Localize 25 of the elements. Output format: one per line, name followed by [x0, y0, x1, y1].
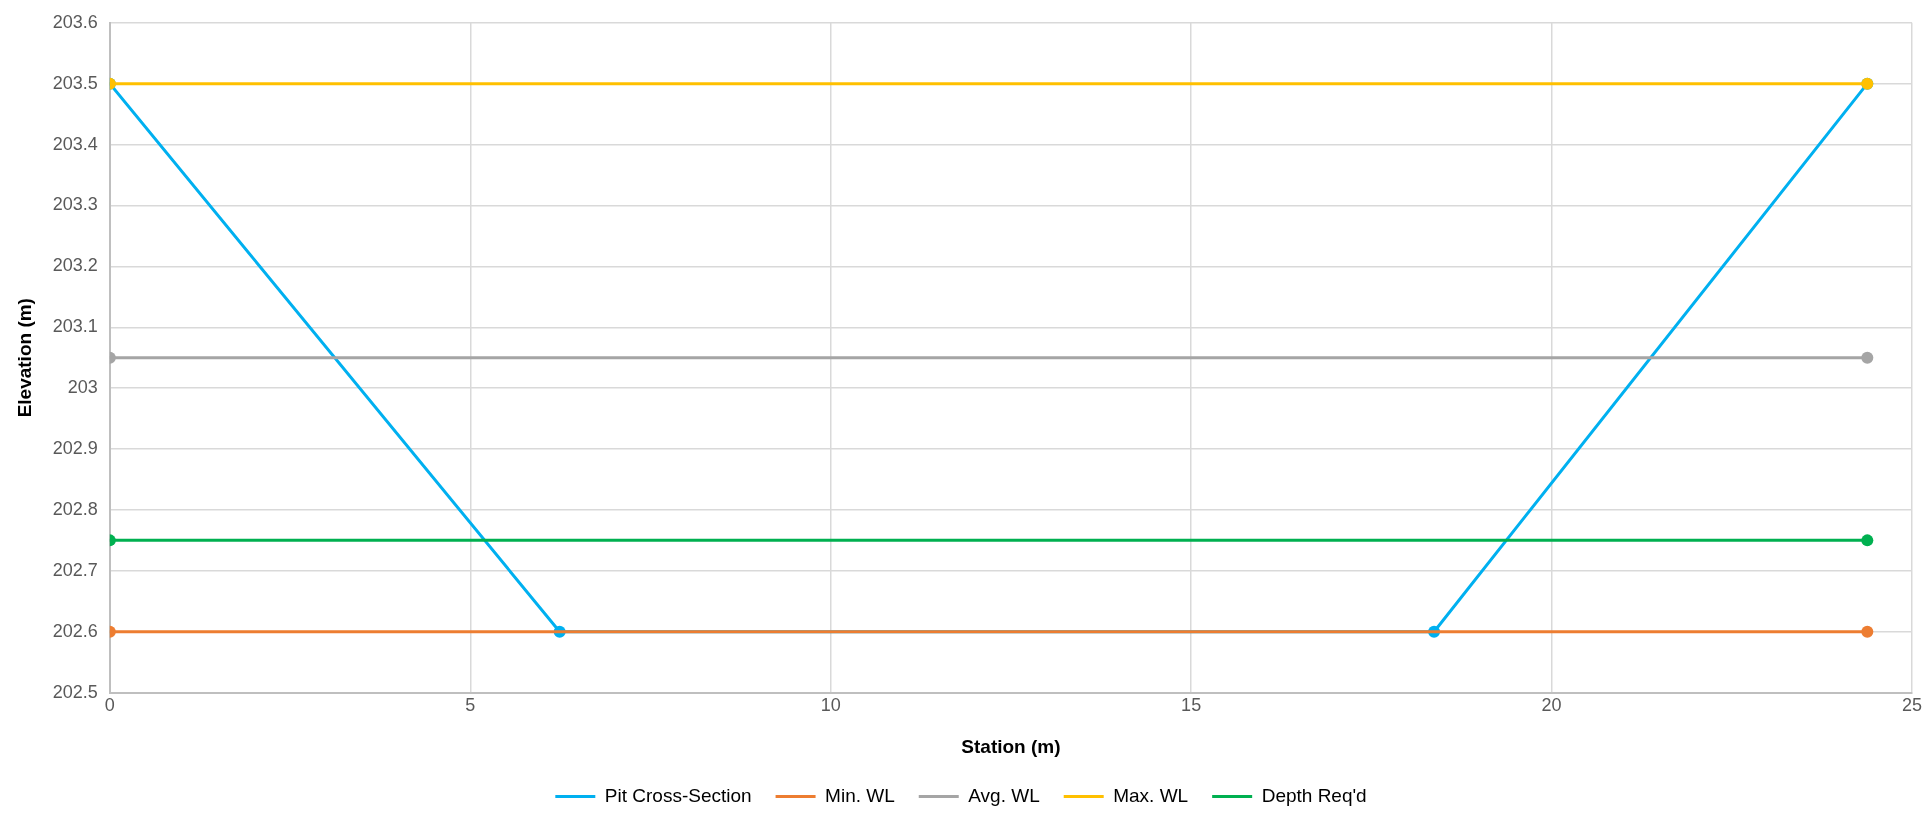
- y-tick-label: 202.5: [52, 681, 98, 702]
- x-tick-label: 0: [104, 695, 115, 716]
- x-tick-label: 15: [1181, 695, 1202, 716]
- legend-label: Pit Cross-Section: [604, 784, 752, 806]
- y-tick-label: 202.9: [52, 438, 98, 459]
- x-axis-title: Station (m): [961, 735, 1061, 757]
- x-tick-label: 5: [465, 695, 476, 716]
- legend-label: Max. WL: [1113, 784, 1189, 806]
- y-tick-label: 203.6: [52, 11, 98, 32]
- y-tick-label: 202.6: [52, 620, 98, 641]
- y-tick-label: 203.2: [52, 255, 98, 276]
- y-tick-label: 203: [67, 377, 98, 398]
- y-axis-title: Elevation (m): [13, 298, 35, 418]
- y-tick-label: 203.5: [52, 72, 98, 93]
- y-tick-label: 203.1: [52, 316, 98, 337]
- legend-label: Avg. WL: [968, 784, 1040, 806]
- legend-label: Min. WL: [825, 784, 895, 806]
- x-tick-label: 10: [820, 695, 841, 716]
- y-tick-label: 203.3: [52, 194, 98, 215]
- x-tick-label: 20: [1541, 695, 1562, 716]
- y-tick-label: 202.8: [52, 498, 98, 519]
- legend-label: Depth Req'd: [1261, 784, 1367, 806]
- y-tick-label: 202.7: [52, 559, 98, 580]
- y-tick-label: 203.4: [52, 133, 98, 154]
- x-tick-label: 25: [1901, 695, 1923, 716]
